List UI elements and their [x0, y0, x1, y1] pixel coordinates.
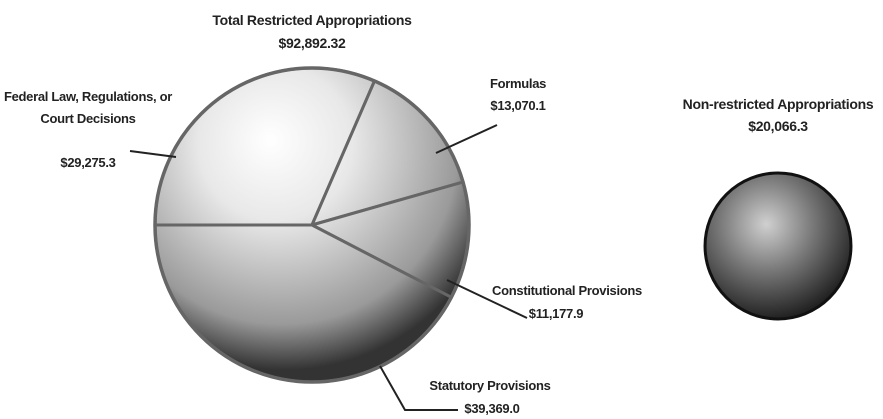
slice-label: Formulas	[489, 76, 547, 91]
slice-value: $13,070.1	[490, 98, 546, 113]
leader-line	[129, 150, 177, 158]
slice-label: Federal Law, Regulations, or Court Decis…	[3, 89, 173, 126]
other-value: $20,066.3	[748, 118, 808, 134]
other-label: Non-restricted Appropriations	[682, 96, 874, 112]
leader-line	[446, 279, 528, 319]
chart-title: Total Restricted Appropriations	[212, 12, 412, 28]
slice-value: $29,275.3	[60, 155, 116, 170]
total-value: $92,892.32	[278, 35, 346, 51]
leader-line	[435, 124, 498, 154]
pie-outline	[153, 66, 471, 384]
slice-value: $11,177.9	[528, 306, 584, 321]
slice-label: Statutory Provisions	[429, 378, 551, 393]
leader-line	[379, 365, 458, 411]
slice-value: $39,369.0	[464, 401, 520, 416]
other-circle	[703, 171, 853, 321]
slice-label: Constitutional Provisions	[492, 283, 642, 298]
